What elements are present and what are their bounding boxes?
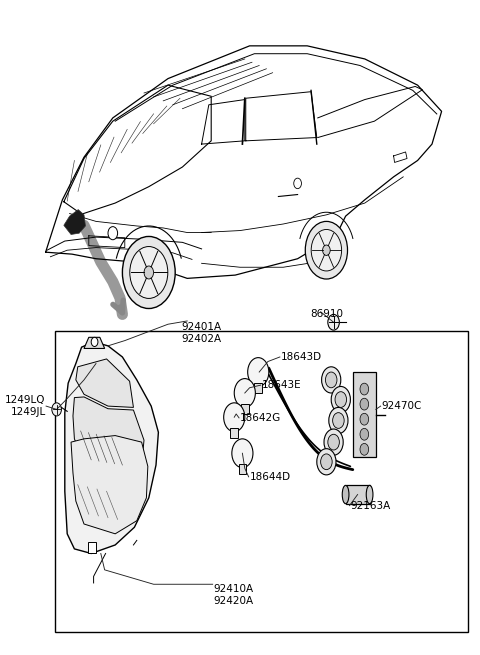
Circle shape [91, 337, 98, 346]
Text: 18643D: 18643D [281, 352, 322, 362]
Bar [254, 383, 262, 393]
Circle shape [329, 407, 348, 434]
Circle shape [322, 367, 341, 393]
Circle shape [317, 449, 336, 475]
Bar [230, 428, 238, 438]
Text: 92470C: 92470C [382, 401, 422, 411]
Circle shape [321, 454, 332, 470]
Circle shape [224, 403, 245, 432]
Circle shape [328, 314, 339, 330]
Circle shape [335, 392, 347, 407]
Circle shape [328, 434, 339, 450]
Circle shape [52, 403, 61, 416]
Polygon shape [65, 342, 158, 553]
Circle shape [305, 221, 348, 279]
Circle shape [324, 429, 343, 455]
Circle shape [311, 229, 342, 271]
Text: 18644D: 18644D [250, 472, 291, 482]
Circle shape [234, 379, 255, 407]
Circle shape [232, 439, 253, 468]
Text: 1249LQ
1249JL: 1249LQ 1249JL [5, 396, 46, 417]
Text: 92163A: 92163A [350, 500, 391, 511]
Circle shape [331, 386, 350, 413]
Circle shape [130, 246, 168, 299]
Circle shape [323, 245, 330, 255]
Circle shape [325, 372, 337, 388]
Bar [239, 464, 246, 474]
Circle shape [360, 413, 369, 425]
Bar [55, 331, 468, 632]
Circle shape [122, 236, 175, 309]
Circle shape [360, 443, 369, 455]
Ellipse shape [366, 485, 373, 504]
Circle shape [360, 383, 369, 395]
Circle shape [333, 413, 344, 428]
Text: 92410A
92420A: 92410A 92420A [214, 584, 254, 606]
Bar [88, 542, 96, 553]
Bar [346, 485, 370, 504]
Circle shape [248, 358, 269, 386]
Text: 18642G: 18642G [240, 413, 281, 423]
Text: 92401A
92402A: 92401A 92402A [181, 322, 222, 344]
Text: 18643E: 18643E [262, 380, 301, 390]
Bar [353, 372, 376, 457]
Polygon shape [73, 397, 144, 470]
Circle shape [108, 227, 118, 240]
Text: 86910: 86910 [310, 309, 343, 319]
Bar [241, 404, 249, 414]
Circle shape [360, 428, 369, 440]
Polygon shape [64, 210, 85, 234]
Polygon shape [84, 337, 105, 348]
Polygon shape [76, 359, 133, 407]
Polygon shape [71, 436, 148, 534]
Circle shape [360, 398, 369, 410]
Circle shape [294, 178, 301, 189]
Ellipse shape [342, 485, 349, 504]
Circle shape [144, 266, 154, 279]
